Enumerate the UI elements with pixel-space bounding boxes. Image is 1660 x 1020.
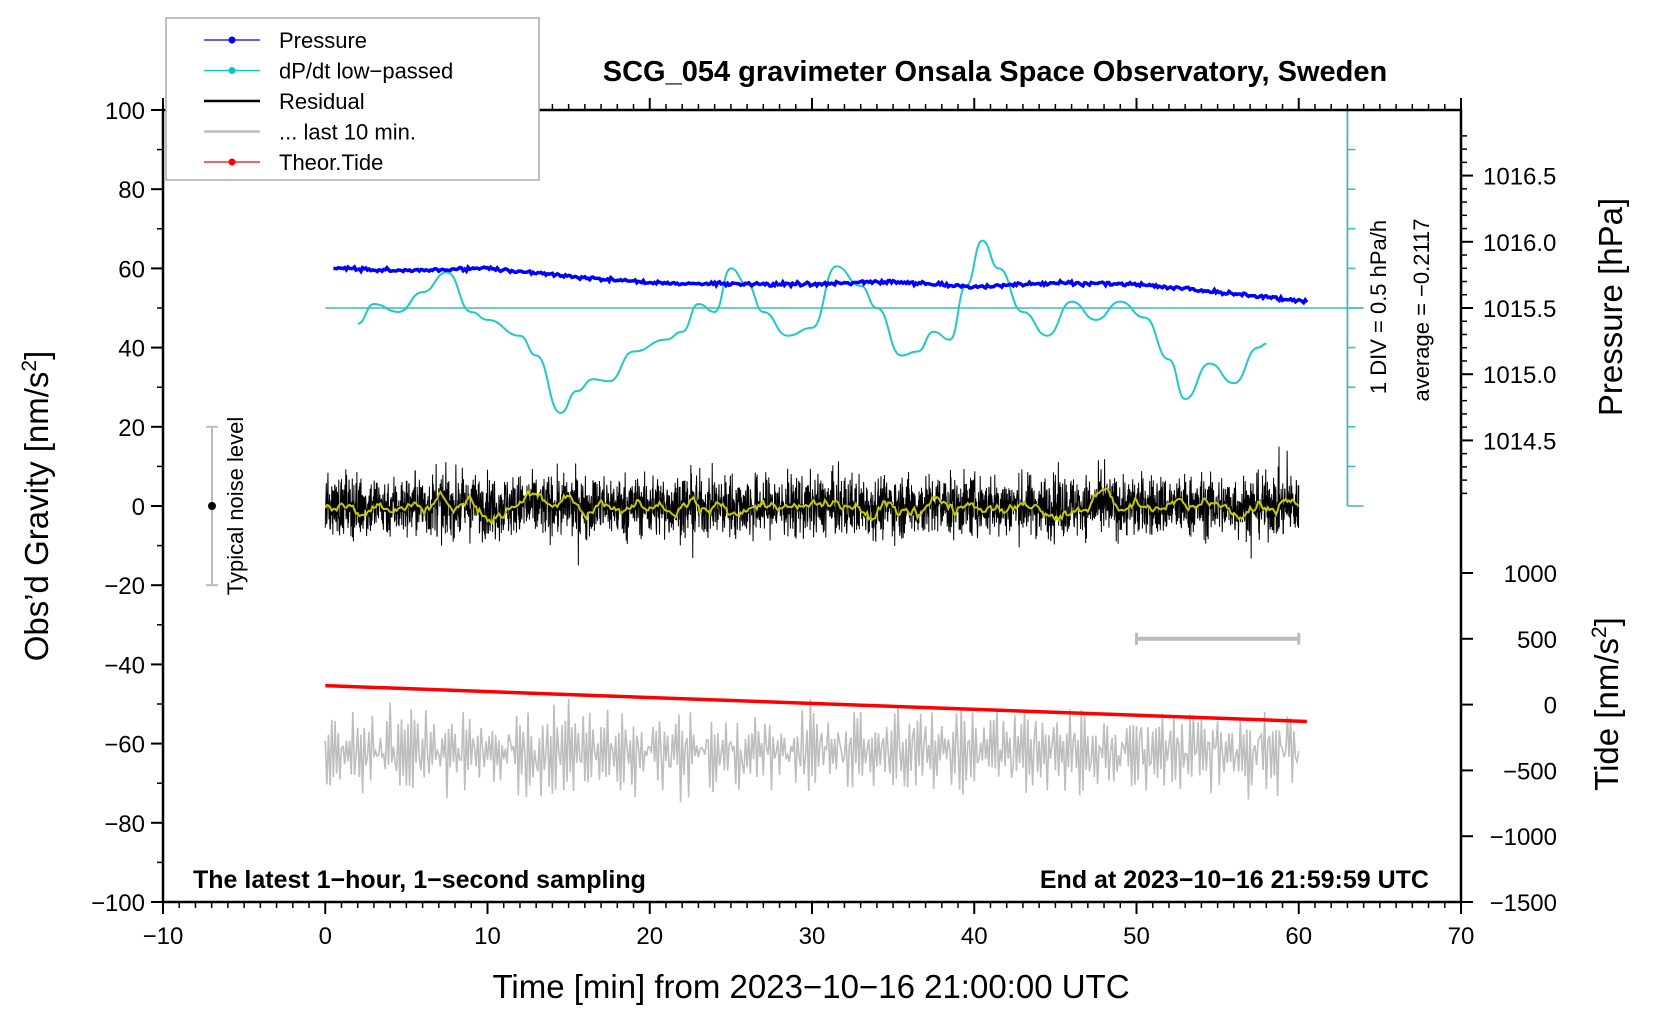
x-tick-label: 40: [961, 923, 988, 950]
x-tick-label: −10: [143, 923, 184, 950]
dpdt-line: [357, 239, 1267, 414]
pressure-line: [333, 263, 1309, 306]
legend: Pressure dP/dt low−passed Residual ... last…: [165, 17, 540, 181]
average-annotation: average = −0.2117: [1409, 218, 1434, 401]
div-annotation: 1 DIV = 0.5 hPa/h: [1366, 220, 1391, 394]
noise-label: Typical noise level: [223, 417, 248, 596]
residual-smoothed-line: [324, 487, 1300, 524]
tide-tick-label: −1500: [1490, 890, 1557, 917]
y-tick-label: 20: [118, 415, 145, 442]
legend-label: Theor.Tide: [279, 150, 383, 175]
tide-tick-label: 500: [1517, 627, 1557, 654]
y-tick-label: −60: [104, 732, 145, 759]
legend-label: dP/dt low−passed: [279, 59, 453, 84]
y-tick-label: −20: [104, 573, 145, 600]
pressure-tick-label: 1014.5: [1483, 428, 1556, 455]
bottom-left-note: The latest 1−hour, 1−second sampling: [193, 866, 646, 894]
x-tick-label: 50: [1123, 923, 1150, 950]
y-tick-label: 100: [105, 98, 145, 125]
y-tick-label: −40: [104, 652, 145, 679]
legend-box: [165, 17, 540, 181]
x-axis-label: Time [min] from 2023−10−16 21:00:00 UTC: [492, 968, 1129, 1005]
legend-label: Residual: [279, 89, 365, 114]
y-tick-label: −80: [104, 811, 145, 838]
last-10-min-line: [324, 698, 1300, 803]
tide-tick-label: 0: [1544, 693, 1557, 720]
legend-marker: [228, 67, 236, 74]
residual-line: [324, 446, 1300, 566]
x-tick-label: 20: [636, 923, 663, 950]
y-tick-label: −100: [91, 890, 145, 917]
y-tick-label: 80: [118, 177, 145, 204]
legend-marker: [228, 158, 236, 166]
axis-ticks: −10 0 10 20 30 40 50 60 70100806040200−20−40−60−…: [91, 98, 1557, 950]
bottom-right-note: End at 2023−10−16 21:59:59 UTC: [1040, 866, 1429, 894]
x-tick-label: 30: [799, 923, 826, 950]
y-axis-label: Obs’d Gravity [nm/s2]: [18, 351, 55, 662]
pressure-tick-label: 1016.5: [1483, 164, 1556, 191]
x-tick-label: 0: [319, 923, 332, 950]
legend-label: Pressure: [279, 28, 367, 53]
y-tick-label: 40: [118, 336, 145, 363]
y-tick-label: 60: [118, 256, 145, 283]
x-tick-label: 70: [1448, 923, 1475, 950]
x-tick-label: 10: [474, 923, 501, 950]
tide-axis-label: Tide [nm/s2]: [1588, 617, 1625, 791]
noise-bar-center: [208, 502, 216, 510]
y-tick-label: 0: [132, 494, 145, 521]
tide-tick-label: 1000: [1504, 561, 1557, 588]
theoretical-tide-line: [325, 683, 1307, 724]
tide-tick-label: −1000: [1490, 824, 1557, 851]
pressure-axis-label: Pressure [hPa]: [1592, 198, 1629, 416]
tide-tick-label: −500: [1503, 758, 1557, 785]
pressure-tick-label: 1015.5: [1483, 296, 1556, 323]
chart-marks: [206, 109, 1364, 803]
x-tick-label: 60: [1285, 923, 1312, 950]
pressure-tick-label: 1015.0: [1483, 362, 1556, 389]
chart-title: SCG_054 gravimeter Onsala Space Observat…: [603, 56, 1387, 88]
pressure-tick-label: 1016.0: [1483, 230, 1556, 257]
legend-label: ... last 10 min.: [279, 120, 416, 145]
legend-marker: [228, 36, 236, 44]
